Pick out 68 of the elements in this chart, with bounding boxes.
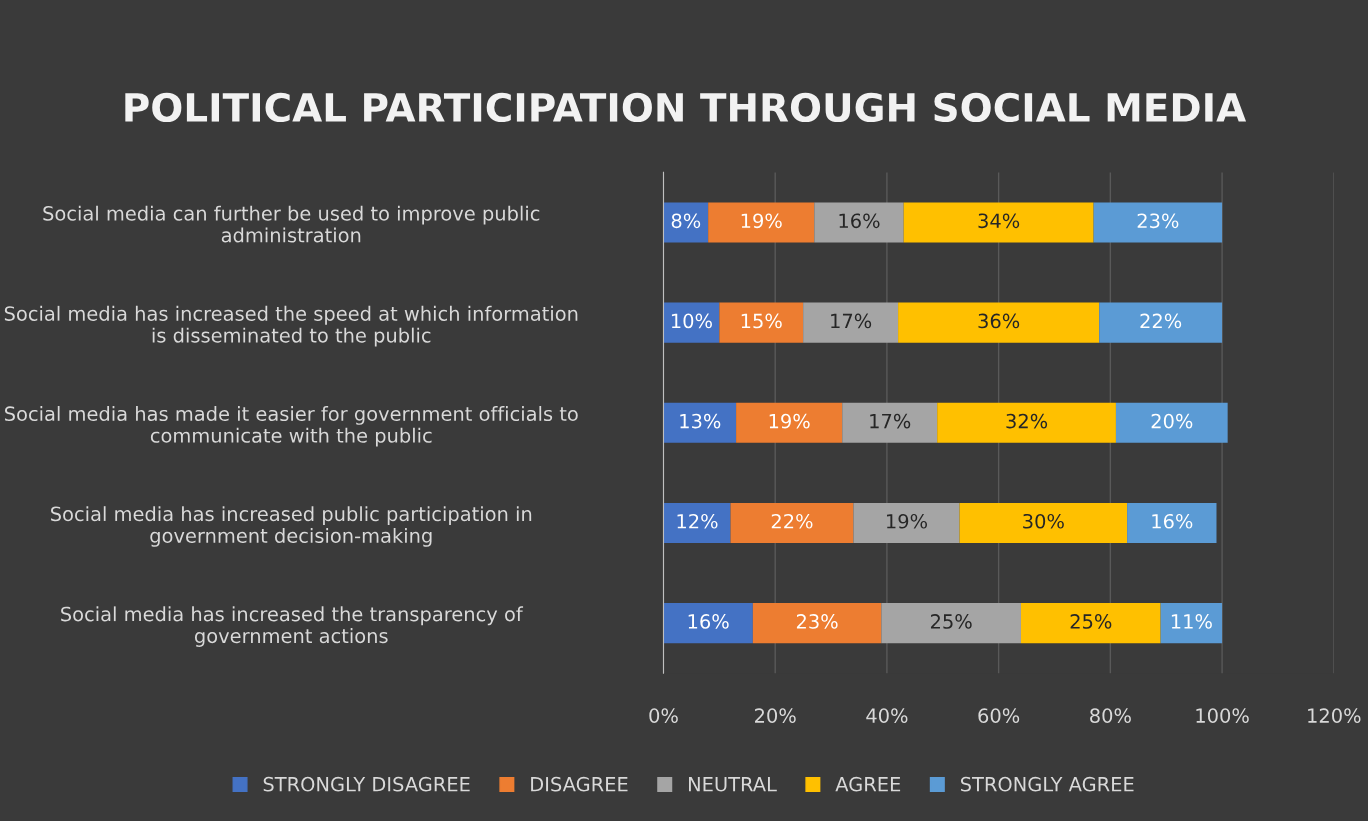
bar bbox=[1093, 202, 1223, 243]
bar bbox=[1160, 603, 1223, 644]
bar bbox=[853, 502, 960, 544]
x-tick-label: 100% bbox=[1196, 708, 1249, 723]
data-label: 17% bbox=[831, 313, 872, 329]
bar bbox=[663, 202, 709, 243]
bar bbox=[959, 502, 1128, 544]
bar bbox=[663, 302, 720, 343]
data-label: 25% bbox=[1070, 614, 1112, 629]
bar bbox=[881, 603, 1021, 644]
data-label: 13% bbox=[680, 413, 721, 429]
data-label: 15% bbox=[741, 313, 782, 329]
data-label: 19% bbox=[741, 213, 782, 229]
data-label: 17% bbox=[870, 413, 911, 429]
legend-label: NEUTRAL bbox=[689, 777, 777, 792]
bar bbox=[663, 402, 737, 443]
bar bbox=[736, 402, 843, 443]
x-tick-label: 60% bbox=[978, 708, 1020, 723]
data-label: 11% bbox=[1171, 614, 1212, 629]
bar bbox=[903, 202, 1094, 243]
data-label: 19% bbox=[887, 513, 928, 529]
y-tick-label: Social media has increased public participation in government decision-making bbox=[51, 506, 532, 547]
x-tick-label: 80% bbox=[1090, 708, 1131, 723]
bar bbox=[663, 502, 731, 544]
bar bbox=[663, 603, 753, 644]
data-label: 8% bbox=[671, 213, 701, 229]
bar bbox=[752, 603, 882, 644]
bar bbox=[1020, 603, 1161, 644]
data-label: 16% bbox=[839, 213, 880, 229]
y-tick-label: Social media has made it easier for government officials to communicate with the public bbox=[4, 406, 578, 447]
y-tick-label: Social media can further be used to improve public administration bbox=[43, 205, 540, 243]
data-label: 32% bbox=[1006, 413, 1048, 429]
bar bbox=[842, 402, 938, 443]
bar bbox=[719, 302, 804, 343]
data-label: 30% bbox=[1023, 513, 1064, 529]
data-label: 12% bbox=[677, 513, 718, 529]
bar bbox=[1099, 302, 1223, 343]
y-tick-label: Social media has increased the transparency of government actions bbox=[61, 606, 524, 647]
bar bbox=[898, 302, 1100, 343]
x-tick-label: 20% bbox=[755, 708, 796, 723]
legend-label: AGREE bbox=[835, 776, 901, 792]
data-label: 19% bbox=[769, 413, 810, 429]
x-tick-label: 120% bbox=[1308, 708, 1361, 723]
bar bbox=[708, 202, 815, 243]
data-label: 16% bbox=[1152, 513, 1193, 529]
data-label: 23% bbox=[796, 614, 838, 629]
x-tick-label: 40% bbox=[866, 708, 908, 723]
data-label: 10% bbox=[671, 313, 712, 329]
chart-title: POLITICAL PARTICIPATION THROUGH SOCIAL MEDIA bbox=[125, 92, 1247, 123]
data-label: 25% bbox=[930, 614, 972, 629]
bar bbox=[937, 402, 1116, 443]
bar bbox=[803, 302, 899, 343]
y-tick-label: Social media has increased the speed at which information is disseminated to the public bbox=[4, 305, 578, 347]
legend-label: STRONGLY DISAGREE bbox=[263, 776, 470, 792]
bar bbox=[1127, 502, 1217, 544]
bar bbox=[814, 202, 904, 243]
data-label: 23% bbox=[1137, 213, 1179, 229]
data-label: 22% bbox=[771, 513, 813, 529]
data-label: 16% bbox=[688, 614, 729, 629]
data-label: 22% bbox=[1140, 313, 1182, 329]
data-label: 36% bbox=[978, 313, 1020, 329]
legend-label: DISAGREE bbox=[531, 776, 628, 792]
bar bbox=[1115, 402, 1228, 443]
legend-label: STRONGLY AGREE bbox=[960, 776, 1134, 792]
bar bbox=[730, 502, 854, 544]
data-label: 20% bbox=[1151, 413, 1193, 429]
x-tick-label: 0% bbox=[649, 708, 678, 723]
data-label: 34% bbox=[978, 213, 1020, 229]
